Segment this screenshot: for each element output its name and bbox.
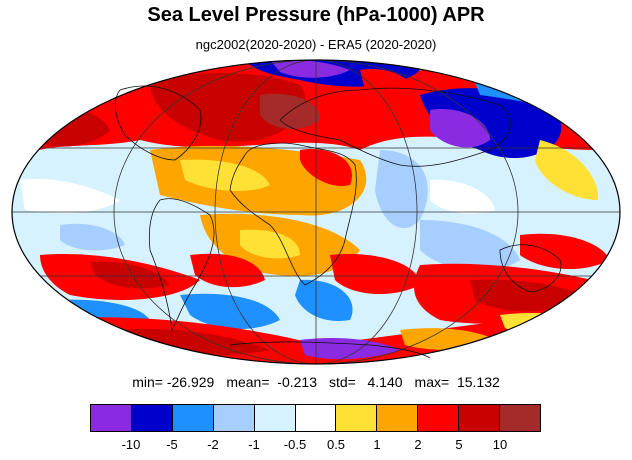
colorbar-label: -1 <box>248 437 260 452</box>
colorbar-box <box>459 405 501 431</box>
anomaly-region <box>190 253 265 288</box>
colorbar-box <box>418 405 460 431</box>
anomaly-region <box>300 338 400 360</box>
map-title: Sea Level Pressure (hPa-1000) APR <box>147 4 485 26</box>
anomaly-region <box>375 150 428 229</box>
colorbar-box <box>254 405 296 431</box>
anomaly-region <box>90 261 170 289</box>
stat-std: std= 4.140 <box>328 374 403 390</box>
anomaly-region <box>180 159 270 192</box>
anomaly-region <box>270 60 350 78</box>
colorbar-box <box>213 405 255 431</box>
colorbar-box <box>172 405 214 431</box>
anomaly-region <box>20 178 120 213</box>
colorbar-box <box>500 405 540 431</box>
stat-max: max= 15.132 <box>414 374 500 390</box>
stats-line: min= -26.929 mean= -0.213 std= 4.140 max= 1… <box>0 374 632 390</box>
anomaly-region <box>180 293 280 330</box>
colorbar-box <box>131 405 173 431</box>
colorbar-label: -0.5 <box>283 437 307 452</box>
coastlines <box>115 85 562 359</box>
anomaly-region <box>520 233 610 270</box>
stat-mean: mean= -0.213 <box>226 374 317 390</box>
colorbar-label: -10 <box>121 437 141 452</box>
colorbar-box <box>377 405 419 431</box>
map-subtitle: ngc2002(2020-2020) - ERA5 (2020-2020) <box>195 37 437 52</box>
colorbar-label: 5 <box>455 437 463 452</box>
anomaly-region <box>430 179 495 214</box>
anomaly-region <box>295 279 353 321</box>
anomaly-region <box>150 73 306 142</box>
anomaly-region <box>330 254 420 295</box>
colorbar-labels: -10 -5 -2 -1 -0.5 0.5 1 2 5 10 <box>90 437 541 455</box>
anomaly-region <box>420 220 520 271</box>
colorbar-label: 10 <box>492 437 508 452</box>
anomaly-region <box>300 149 352 186</box>
colorbar-box <box>336 405 378 431</box>
anomaly-region <box>500 313 600 336</box>
colorbar-label: -2 <box>207 437 219 452</box>
colorbar <box>90 404 541 432</box>
anomaly-region <box>240 229 300 259</box>
anomaly-region <box>360 69 416 107</box>
globe-outline <box>11 59 621 365</box>
anomaly-region <box>535 140 599 200</box>
anomaly-region <box>60 223 125 251</box>
stat-min: min= -26.929 <box>132 374 215 390</box>
graticule <box>12 60 620 364</box>
colorbar-box <box>91 405 132 431</box>
colorbar-label: 0.5 <box>326 437 346 452</box>
colorbar-label: 2 <box>414 437 422 452</box>
colorbar-label: 1 <box>373 437 381 452</box>
colorbar-label: -5 <box>166 437 178 452</box>
colorbar-box <box>295 405 337 431</box>
anomaly-region <box>420 88 562 159</box>
